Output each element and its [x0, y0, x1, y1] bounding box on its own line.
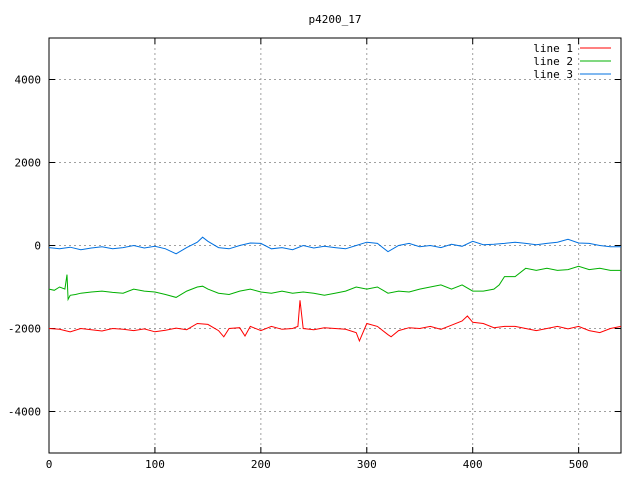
axes: 0 100 200 300 400 500 -4000 -2000 0 2000 4000 [8, 37, 622, 471]
chart-title: p4200_17 [309, 13, 362, 26]
series-line-1 [48, 300, 622, 343]
y-tick-label: 2000 [15, 157, 42, 170]
y-tick-label: 0 [34, 240, 41, 253]
y-tick-label: -4000 [8, 406, 41, 419]
y-tick-label: -2000 [8, 323, 41, 336]
x-tick-label: 200 [251, 458, 271, 471]
x-tick-label: 400 [463, 458, 483, 471]
x-tick-label: 0 [46, 458, 53, 471]
legend-label-3: line 3 [533, 68, 573, 81]
legend-label-1: line 1 [533, 42, 573, 55]
x-tick-label: 100 [145, 458, 165, 471]
x-tick-label: 500 [569, 458, 589, 471]
series-line-2 [48, 265, 621, 302]
series-group [48, 236, 622, 343]
y-tick-label: 4000 [15, 74, 42, 87]
legend-label-2: line 2 [533, 55, 573, 68]
x-tick-label: 300 [357, 458, 377, 471]
series-line-3 [48, 236, 621, 255]
